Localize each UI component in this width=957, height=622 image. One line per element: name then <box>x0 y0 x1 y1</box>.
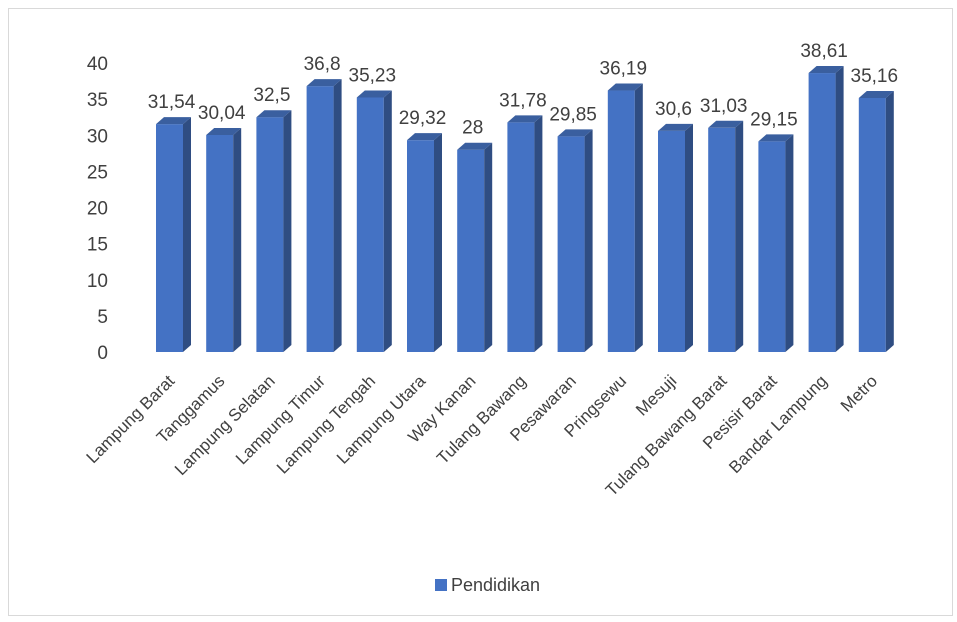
bar-top <box>708 120 744 128</box>
bar <box>407 133 442 352</box>
bar <box>858 90 894 353</box>
legend-swatch <box>435 579 447 591</box>
data-label: 28 <box>462 118 483 139</box>
data-label: 30,6 <box>655 99 692 120</box>
legend-label: Pendidikan <box>451 575 540 595</box>
y-tick-label: 35 <box>87 90 108 111</box>
bar-side <box>484 142 493 352</box>
y-tick-label: 40 <box>87 54 108 75</box>
x-tick-label: Tulang Bawang <box>433 371 530 468</box>
bar-front <box>256 117 284 352</box>
x-tick-label: Lampung Timur <box>232 371 329 468</box>
bar-top <box>256 110 292 118</box>
bar-front <box>607 90 635 352</box>
bar-front <box>658 130 685 352</box>
data-label: 35,16 <box>851 66 899 87</box>
data-label: 31,54 <box>148 92 196 113</box>
bar <box>557 129 593 352</box>
bar-front <box>557 136 585 352</box>
chart-frame: 0 5 10 15 20 25 30 35 40 31,54 30,04 32,5 36,8 35,23… <box>8 8 953 616</box>
bar-front <box>758 141 786 352</box>
x-tick-label: Mesuji <box>632 371 680 419</box>
y-tick-label: 25 <box>87 162 108 183</box>
bar <box>256 110 292 352</box>
bar <box>306 79 342 353</box>
bars <box>156 66 894 353</box>
bar <box>356 90 392 352</box>
bar-front <box>858 97 886 353</box>
bar-side <box>634 83 643 352</box>
bar-front <box>457 149 485 352</box>
bar-side <box>735 120 744 352</box>
y-axis: 0 5 10 15 20 25 30 35 40 <box>87 54 108 364</box>
bar-front <box>206 134 234 352</box>
bar <box>607 83 643 352</box>
bar-side <box>434 133 442 352</box>
y-tick-label: 10 <box>87 271 108 292</box>
bar <box>758 134 794 352</box>
data-label: 36,8 <box>304 54 341 75</box>
data-label: 31,78 <box>499 90 547 111</box>
bar-side <box>333 79 342 353</box>
bar-side <box>785 134 794 352</box>
bar-front <box>306 86 334 353</box>
bar-top <box>557 129 593 137</box>
data-label: 32,5 <box>253 85 290 106</box>
bar-top <box>356 90 392 98</box>
bar-side <box>283 110 292 352</box>
data-label: 29,32 <box>399 108 447 129</box>
bar-top <box>306 79 342 87</box>
bar-top <box>457 142 493 150</box>
bar-side <box>534 115 543 353</box>
bar-front <box>708 127 736 352</box>
data-label: 35,23 <box>349 65 397 86</box>
bar-side <box>233 127 242 352</box>
y-tick-label: 30 <box>87 126 108 147</box>
bar <box>708 120 744 352</box>
data-label: 38,61 <box>800 41 848 62</box>
bar-top <box>507 115 543 123</box>
bar <box>507 115 543 353</box>
bar-side <box>835 66 844 352</box>
data-label: 36,19 <box>600 59 648 80</box>
bar <box>457 142 493 352</box>
bar-side <box>584 129 593 352</box>
bar-top <box>607 83 643 91</box>
bar-side <box>183 117 191 352</box>
bar-top <box>808 66 844 74</box>
bar-front <box>507 122 535 353</box>
bar-side <box>685 123 693 352</box>
y-tick-label: 15 <box>87 235 108 256</box>
data-label: 29,85 <box>549 104 597 125</box>
bar-front <box>407 140 434 352</box>
bar <box>156 117 191 352</box>
x-tick-label: Lampung Utara <box>333 371 430 468</box>
bar-top <box>156 117 191 125</box>
x-tick-label: Lampung Barat <box>83 371 179 467</box>
bar-top <box>206 127 242 135</box>
bar-front <box>156 124 183 352</box>
bar-top <box>858 90 894 98</box>
legend: Pendidikan <box>435 575 540 595</box>
bar-top <box>758 134 794 142</box>
bar-top <box>407 133 442 141</box>
bar <box>808 66 844 352</box>
x-tick-label: Metro <box>837 371 881 415</box>
y-tick-label: 0 <box>97 343 108 364</box>
data-label: 30,04 <box>198 103 246 124</box>
bar-top <box>658 123 693 131</box>
bar-side <box>885 90 894 353</box>
bar <box>206 127 242 352</box>
y-tick-label: 20 <box>87 199 108 220</box>
bar-front <box>808 73 836 352</box>
bar-side <box>383 90 392 352</box>
y-tick-label: 5 <box>97 307 108 328</box>
bar <box>658 123 693 352</box>
data-label: 31,03 <box>700 96 748 117</box>
data-label: 29,15 <box>750 109 798 130</box>
bar-front <box>356 97 384 352</box>
